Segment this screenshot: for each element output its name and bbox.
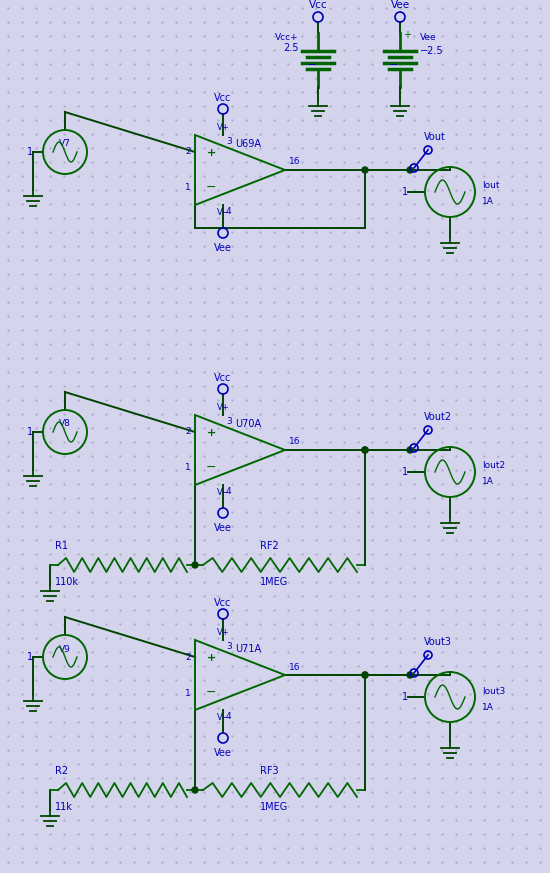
Text: Vee: Vee [214,523,232,533]
Text: 4: 4 [226,712,232,721]
Text: 1: 1 [27,427,33,437]
Text: R2: R2 [55,766,68,776]
Text: V+: V+ [217,628,229,637]
Text: 4: 4 [226,207,232,216]
Text: 2: 2 [185,652,191,662]
Text: 2: 2 [185,428,191,436]
Text: V8: V8 [59,420,71,429]
Text: V+: V+ [217,123,229,132]
Circle shape [362,447,368,453]
Text: 1A: 1A [482,703,494,711]
Text: 1A: 1A [482,478,494,486]
Circle shape [362,447,368,453]
Text: −: − [206,460,216,473]
Text: 1: 1 [27,147,33,157]
Text: Iout: Iout [482,182,499,190]
Text: U70A: U70A [235,419,261,429]
Text: Vcc: Vcc [214,373,232,383]
Text: 16: 16 [289,437,300,446]
Text: −: − [206,685,216,698]
Text: 1MEG: 1MEG [260,577,288,587]
Text: V−: V− [217,208,229,217]
Circle shape [362,672,368,678]
Text: 1: 1 [27,652,33,662]
Circle shape [407,447,413,453]
Text: 1: 1 [402,692,408,702]
Text: Vcc: Vcc [309,0,327,10]
Text: V7: V7 [59,140,71,148]
Text: 1: 1 [185,464,191,472]
Text: 1: 1 [402,467,408,477]
Circle shape [192,787,198,793]
Text: 1: 1 [185,689,191,698]
Text: Vee: Vee [214,748,232,758]
Text: 2.5: 2.5 [283,43,299,53]
Text: +: + [206,148,216,158]
Text: 16: 16 [289,157,300,167]
Circle shape [362,167,368,173]
Text: U71A: U71A [235,644,261,654]
Circle shape [192,562,198,568]
Text: −: − [206,181,216,194]
Text: Vee: Vee [420,33,437,43]
Text: V−: V− [217,713,229,722]
Text: Vee: Vee [390,0,410,10]
Text: V+: V+ [217,403,229,412]
Text: Iout3: Iout3 [482,686,505,696]
Text: Iout2: Iout2 [482,462,505,471]
Text: Vcc: Vcc [214,598,232,608]
Text: 1: 1 [402,187,408,197]
Text: 1MEG: 1MEG [260,802,288,812]
Text: 1A: 1A [482,197,494,207]
Text: 11k: 11k [55,802,73,812]
Text: −: − [389,60,398,70]
Text: Vcc: Vcc [214,93,232,103]
Text: 1: 1 [185,183,191,193]
Text: 4: 4 [226,487,232,496]
Text: R1: R1 [55,541,68,551]
Text: U69A: U69A [235,139,261,149]
Circle shape [407,672,413,678]
Text: 3: 3 [226,642,232,651]
Text: −: − [307,60,316,70]
Text: −2.5: −2.5 [420,46,444,56]
Text: 2: 2 [185,148,191,156]
Text: +: + [206,428,216,438]
Text: V−: V− [217,488,229,497]
Text: RF2: RF2 [260,541,279,551]
Text: Vcc+: Vcc+ [276,33,299,43]
Text: Vout: Vout [424,132,446,142]
Circle shape [407,167,413,173]
Text: V9: V9 [59,644,71,654]
Text: 16: 16 [289,663,300,671]
Text: 3: 3 [226,417,232,426]
Text: Vee: Vee [214,243,232,253]
Circle shape [362,672,368,678]
Text: Vout2: Vout2 [424,412,452,422]
Text: 110k: 110k [55,577,79,587]
Text: +: + [403,30,411,40]
Text: Vout3: Vout3 [424,637,452,647]
Text: +: + [206,653,216,663]
Text: RF3: RF3 [260,766,279,776]
Text: 3: 3 [226,137,232,146]
